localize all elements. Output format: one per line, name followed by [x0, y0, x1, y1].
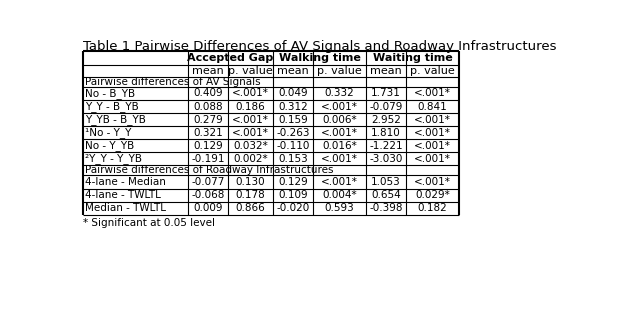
Text: 0.409: 0.409 [193, 88, 223, 99]
Text: mean: mean [277, 66, 309, 76]
Text: p. value: p. value [317, 66, 362, 76]
Text: No - B_YB: No - B_YB [85, 88, 136, 99]
Text: <.001*: <.001* [232, 115, 269, 124]
Text: -0.077: -0.077 [191, 177, 225, 187]
Text: <.001*: <.001* [414, 88, 451, 99]
Text: Walking time: Walking time [278, 53, 360, 63]
Text: 1.810: 1.810 [371, 128, 401, 138]
Text: 0.006*: 0.006* [323, 115, 357, 124]
Text: 0.186: 0.186 [236, 101, 266, 112]
Text: 0.129: 0.129 [278, 177, 308, 187]
Text: Y_Y - B_YB: Y_Y - B_YB [85, 101, 139, 112]
Text: 0.109: 0.109 [278, 190, 308, 200]
Text: 0.009: 0.009 [193, 203, 223, 213]
Text: 4-lane - TWLTL: 4-lane - TWLTL [85, 190, 161, 200]
Text: 0.029*: 0.029* [415, 190, 450, 200]
Text: 0.841: 0.841 [418, 101, 447, 112]
Text: 0.159: 0.159 [278, 115, 308, 124]
Text: -0.068: -0.068 [191, 190, 225, 200]
Text: 0.654: 0.654 [371, 190, 401, 200]
Text: p. value: p. value [410, 66, 455, 76]
Text: -1.221: -1.221 [369, 141, 403, 151]
Text: 0.866: 0.866 [236, 203, 266, 213]
Text: <.001*: <.001* [414, 128, 451, 138]
Text: <.001*: <.001* [414, 141, 451, 151]
Text: 0.279: 0.279 [193, 115, 223, 124]
Text: -0.020: -0.020 [276, 203, 310, 213]
Text: 0.332: 0.332 [324, 88, 355, 99]
Text: 0.130: 0.130 [236, 177, 266, 187]
Text: -0.398: -0.398 [369, 203, 403, 213]
Text: p. value: p. value [228, 66, 273, 76]
Text: 0.178: 0.178 [236, 190, 266, 200]
Text: No - Y_YB: No - Y_YB [85, 140, 134, 151]
Text: Table 1 Pairwise Differences of AV Signals and Roadway Infrastructures: Table 1 Pairwise Differences of AV Signa… [83, 40, 557, 53]
Text: 0.049: 0.049 [278, 88, 308, 99]
Text: 0.032*: 0.032* [233, 141, 268, 151]
Text: 0.016*: 0.016* [323, 141, 357, 151]
Text: 0.312: 0.312 [278, 101, 308, 112]
Text: 0.002*: 0.002* [233, 154, 268, 164]
Text: * Significant at 0.05 level: * Significant at 0.05 level [83, 218, 215, 228]
Text: mean: mean [192, 66, 224, 76]
Text: <.001*: <.001* [321, 154, 358, 164]
Text: Waiting time: Waiting time [372, 53, 452, 63]
Text: <.001*: <.001* [414, 177, 451, 187]
Text: 2.952: 2.952 [371, 115, 401, 124]
Text: Y_YB - B_YB: Y_YB - B_YB [85, 114, 147, 125]
Text: ¹No - Y_Y: ¹No - Y_Y [85, 127, 132, 138]
Text: 0.129: 0.129 [193, 141, 223, 151]
Text: Median - TWLTL: Median - TWLTL [85, 203, 166, 213]
Text: <.001*: <.001* [321, 101, 358, 112]
Text: -0.110: -0.110 [276, 141, 310, 151]
Text: -3.030: -3.030 [369, 154, 403, 164]
Text: 0.321: 0.321 [193, 128, 223, 138]
Text: <.001*: <.001* [232, 128, 269, 138]
Text: ²Y_Y - Y_YB: ²Y_Y - Y_YB [85, 154, 143, 164]
Text: 0.182: 0.182 [418, 203, 447, 213]
Text: <.001*: <.001* [321, 128, 358, 138]
Text: -0.263: -0.263 [276, 128, 310, 138]
Text: -0.191: -0.191 [191, 154, 225, 164]
Text: <.001*: <.001* [414, 115, 451, 124]
Text: Pairwise differences of Roadway Infrastructures: Pairwise differences of Roadway Infrastr… [85, 165, 334, 175]
Text: Pairwise differences of AV Signals: Pairwise differences of AV Signals [85, 77, 261, 87]
Text: Accepted Gap: Accepted Gap [188, 53, 273, 63]
Text: <.001*: <.001* [321, 177, 358, 187]
Text: <.001*: <.001* [232, 88, 269, 99]
Text: 1.731: 1.731 [371, 88, 401, 99]
Text: 0.593: 0.593 [324, 203, 355, 213]
Text: 1.053: 1.053 [371, 177, 401, 187]
Text: 0.088: 0.088 [193, 101, 223, 112]
Text: 0.004*: 0.004* [323, 190, 357, 200]
Text: 0.153: 0.153 [278, 154, 308, 164]
Text: -0.079: -0.079 [369, 101, 403, 112]
Text: <.001*: <.001* [414, 154, 451, 164]
Text: mean: mean [371, 66, 402, 76]
Text: 4-lane - Median: 4-lane - Median [85, 177, 166, 187]
